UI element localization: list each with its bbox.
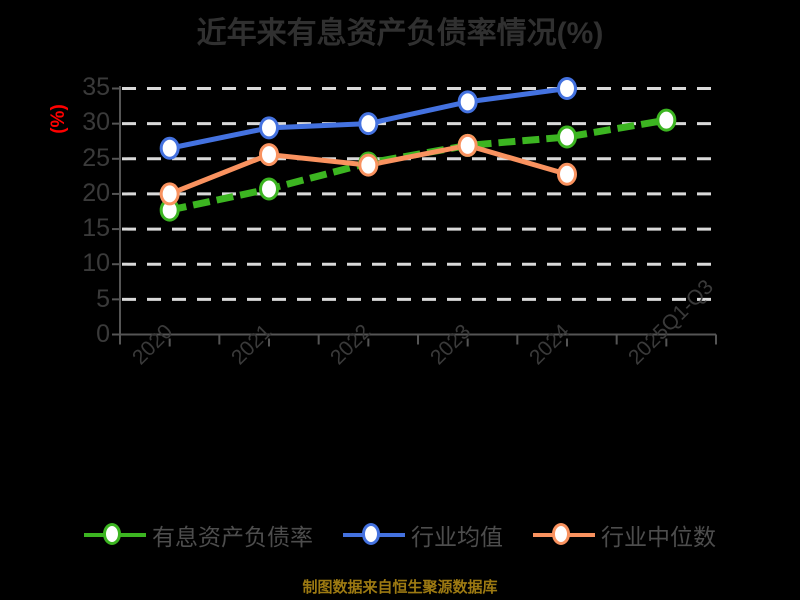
- legend-item-orange[interactable]: 行业中位数: [533, 518, 716, 552]
- gridlines: [122, 87, 716, 301]
- y-tick-label: 10: [82, 249, 110, 277]
- legend-marker-icon: [362, 523, 380, 545]
- y-tick-label: 30: [82, 108, 110, 136]
- data-point-marker[interactable]: [656, 108, 677, 132]
- y-tick-label: 15: [82, 214, 110, 242]
- data-point-marker[interactable]: [457, 90, 478, 114]
- y-tick-label: 35: [82, 73, 110, 101]
- legend-swatch-blue: [343, 522, 405, 548]
- data-point-marker[interactable]: [159, 136, 180, 160]
- data-point-marker[interactable]: [557, 162, 577, 186]
- data-point-marker[interactable]: [457, 133, 478, 157]
- y-axis-ticks: [112, 87, 120, 336]
- data-point-marker[interactable]: [259, 143, 279, 167]
- data-point-marker[interactable]: [557, 77, 577, 100]
- data-point-marker[interactable]: [159, 182, 180, 206]
- data-point-marker[interactable]: [358, 153, 379, 177]
- legend-marker-icon: [103, 523, 121, 545]
- data-point-marker[interactable]: [358, 112, 379, 136]
- y-tick-label: 0: [96, 320, 110, 348]
- legend-label: 有息资产负债率: [152, 524, 313, 550]
- y-tick-label: 25: [82, 144, 110, 172]
- chart-legend: 有息资产负债率 行业均值 行业中位数: [0, 518, 800, 552]
- legend-marker-icon: [552, 523, 570, 545]
- y-axis-tick-labels: 35 30 25 20 15 10 5 0: [64, 0, 110, 600]
- legend-swatch-green: [84, 522, 146, 548]
- legend-swatch-orange: [533, 522, 595, 548]
- chart-title: 近年来有息资产负债率情况(%): [196, 17, 604, 50]
- legend-label: 行业均值: [411, 524, 503, 550]
- y-tick-label: 5: [96, 285, 110, 313]
- legend-label: 行业中位数: [601, 524, 716, 550]
- data-point-marker[interactable]: [557, 125, 577, 149]
- data-point-marker[interactable]: [259, 116, 279, 140]
- legend-item-blue[interactable]: 行业均值: [343, 518, 503, 552]
- chart-source-note: 制图数据来自恒生聚源数据库: [302, 579, 498, 596]
- y-tick-label: 20: [82, 179, 110, 207]
- data-point-marker[interactable]: [259, 177, 279, 201]
- series-layer: [159, 77, 677, 222]
- legend-item-green[interactable]: 有息资产负债率: [84, 518, 313, 552]
- x-axis-ticks: [119, 334, 717, 347]
